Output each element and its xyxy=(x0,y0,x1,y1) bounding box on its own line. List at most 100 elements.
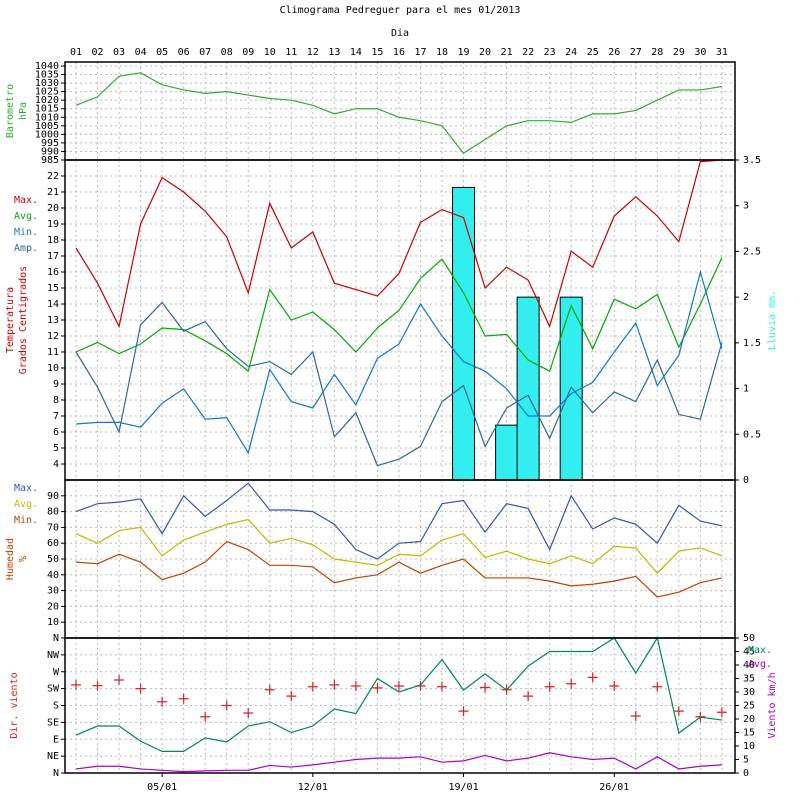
data-line xyxy=(75,269,723,455)
rain-bar xyxy=(516,296,540,481)
x-tick-label: 05/01 xyxy=(147,782,177,793)
day-label: 23 xyxy=(544,47,556,58)
x-tick-label: 12/01 xyxy=(298,782,328,793)
legend-entry: Avg. xyxy=(14,211,38,222)
wind-direction xyxy=(243,708,254,718)
day-label: 02 xyxy=(92,47,104,58)
y-axis-title: hPa xyxy=(18,102,29,120)
y2-tick-label: 35 xyxy=(743,674,755,685)
wind-direction xyxy=(716,707,727,718)
legend-entry: Avg. xyxy=(748,659,772,670)
y-tick-label: 1010 xyxy=(35,112,59,123)
wind-direction xyxy=(200,711,211,722)
legend-entry: Avg. xyxy=(14,499,38,510)
y-tick-label: 30 xyxy=(47,586,59,597)
wind-direction xyxy=(221,700,232,711)
data-line xyxy=(75,518,723,575)
y2-tick-label: 5 xyxy=(743,755,749,766)
y-tick-label: 40 xyxy=(47,570,59,581)
day-label: 28 xyxy=(651,47,663,58)
wind-direction xyxy=(178,693,189,704)
y-tick-label: 8 xyxy=(53,395,59,406)
day-label: 24 xyxy=(565,47,577,58)
y-axis-title: Temperatura xyxy=(5,287,16,353)
rain-bar xyxy=(495,424,519,481)
day-label: 14 xyxy=(350,47,362,58)
y2-tick-label: 0 xyxy=(743,768,749,779)
day-label: 03 xyxy=(113,47,125,58)
y2-tick-label: 1.5 xyxy=(743,338,761,349)
y2-tick-label: 50 xyxy=(743,633,755,644)
day-label: 11 xyxy=(285,47,297,58)
data-line xyxy=(75,540,723,598)
day-label: 12 xyxy=(307,47,319,58)
legend-entry: Max. xyxy=(14,483,38,494)
wind-direction xyxy=(114,675,125,685)
wind-direction xyxy=(652,681,663,692)
y-tick-label: 1015 xyxy=(35,104,59,115)
y-tick-label: 22 xyxy=(47,171,59,182)
y-tick-label: 70 xyxy=(47,522,59,533)
y-tick-label: 15 xyxy=(47,283,59,294)
day-label: 04 xyxy=(135,47,147,58)
day-label: 22 xyxy=(522,47,534,58)
y-tick-label: 1005 xyxy=(35,121,59,132)
day-label: 30 xyxy=(694,47,706,58)
y-tick-label: 20 xyxy=(47,601,59,612)
y-tick-label: 19 xyxy=(47,219,59,230)
day-label: 21 xyxy=(501,47,513,58)
y2-axis-title: Lluvia mm. xyxy=(767,290,778,350)
day-label: 31 xyxy=(716,47,728,58)
y2-tick-label: 1 xyxy=(743,384,749,395)
wind-direction xyxy=(350,681,361,691)
y-tick-label: 12 xyxy=(47,331,59,342)
y-tick-label: 60 xyxy=(47,538,59,549)
y2-tick-label: 0 xyxy=(743,475,749,486)
y2-axis-title: Viento km/h xyxy=(767,672,778,738)
wind-direction xyxy=(264,684,275,695)
day-label: 08 xyxy=(221,47,233,58)
data-line xyxy=(75,257,723,373)
day-label: 15 xyxy=(371,47,383,58)
y2-tick-label: 2 xyxy=(743,292,749,303)
y-tick-label: 17 xyxy=(47,251,59,262)
y-tick-label: N xyxy=(53,768,59,779)
wind-direction xyxy=(609,681,620,691)
day-label: 05 xyxy=(156,47,168,58)
day-label: 06 xyxy=(178,47,190,58)
y2-tick-label: 0.5 xyxy=(743,429,761,440)
y-axis-title: Humedad xyxy=(5,538,16,580)
wind-direction xyxy=(437,681,448,692)
y-tick-label: 20 xyxy=(47,203,59,214)
y-tick-label: 11 xyxy=(47,347,59,358)
y2-tick-label: 3 xyxy=(743,201,749,212)
day-label: 09 xyxy=(242,47,254,58)
day-label: 17 xyxy=(414,47,426,58)
wind-direction xyxy=(286,691,297,702)
wind-direction xyxy=(372,682,383,693)
wind-direction xyxy=(329,679,340,690)
wind-direction xyxy=(566,678,577,689)
day-label: 29 xyxy=(673,47,685,58)
y-tick-label: 7 xyxy=(53,411,59,422)
y-tick-label: N xyxy=(53,633,59,644)
y-tick-label: 18 xyxy=(47,235,59,246)
data-line xyxy=(75,72,722,154)
day-label: 26 xyxy=(608,47,620,58)
y-tick-label: S xyxy=(53,701,59,712)
y-tick-label: E xyxy=(53,734,59,745)
panel-frame xyxy=(64,637,736,774)
legend-entry: Max. xyxy=(748,645,772,656)
wind-direction xyxy=(157,696,168,707)
y-axis-title: Barometro xyxy=(5,84,16,138)
wind-direction xyxy=(135,683,146,694)
y-axis-title: Dir. viento xyxy=(9,672,20,738)
data-line xyxy=(75,752,722,773)
y-tick-label: 6 xyxy=(53,427,59,438)
rain-bar xyxy=(452,186,476,481)
wind-direction xyxy=(523,691,534,702)
y-tick-label: 1020 xyxy=(35,95,59,106)
y2-tick-label: 20 xyxy=(743,714,755,725)
y-tick-label: 9 xyxy=(53,379,59,390)
